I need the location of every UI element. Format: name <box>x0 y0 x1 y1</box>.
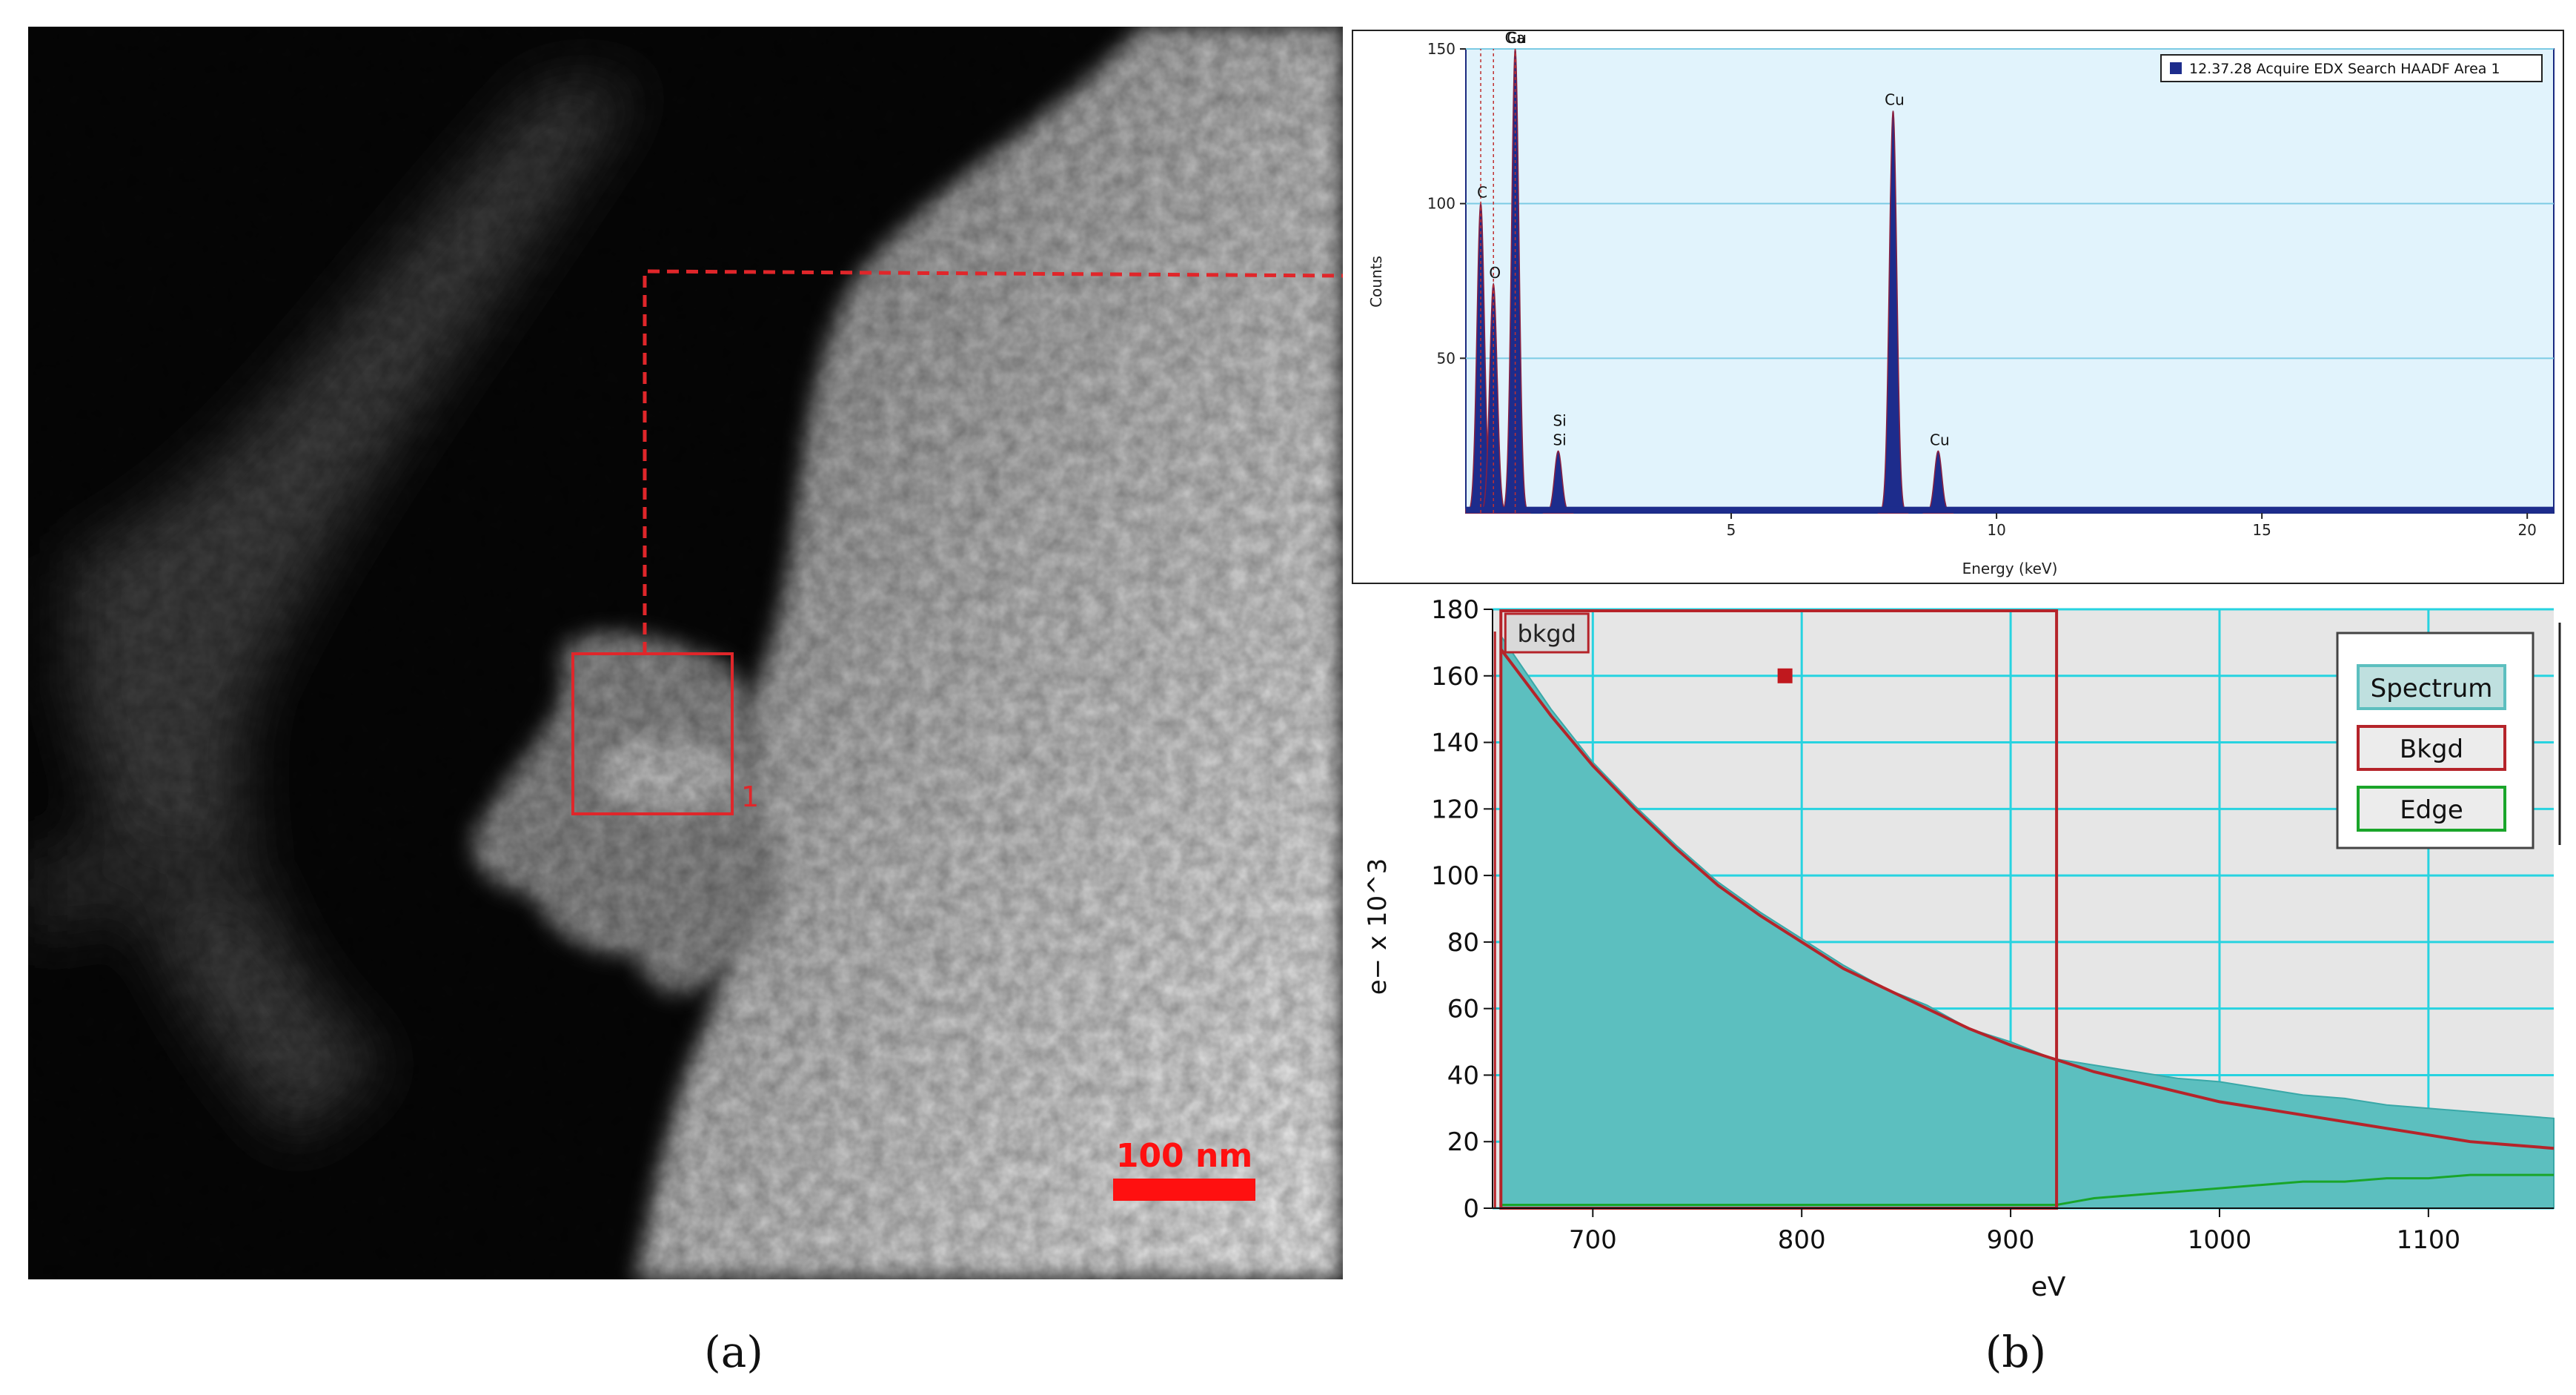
scale-bar-label: 100 nm <box>1116 1137 1252 1175</box>
eels-y-axis-label: e− x 10^3 <box>1363 858 1392 995</box>
edx-peak-label: Cu <box>1885 90 1905 108</box>
edx-baseline <box>1466 506 2554 513</box>
eels-y-tick-label: 60 <box>1447 995 1479 1024</box>
eels-x-tick-label: 900 <box>1987 1225 2035 1255</box>
eels-y-tick-label: 80 <box>1447 928 1479 958</box>
region-number-label: 1 <box>741 781 759 813</box>
eels-spectrum-chart: bkgd 0 20 40 60 80 100 120 140 160 180 700 800 900 1… <box>1363 595 2561 1302</box>
eels-x-tick-label: 1000 <box>2188 1225 2252 1255</box>
eels-bkgd-line <box>1499 648 2555 1150</box>
legend-spectrum-box[interactable] <box>2357 664 2506 710</box>
eels-edge-line <box>1501 1173 2554 1206</box>
eels-marker[interactable] <box>1777 668 1793 683</box>
legend-bkgd-box[interactable] <box>2357 725 2506 771</box>
edx-y-tick-label: 150 <box>1427 40 1455 58</box>
edx-x-tick-label: 20 <box>2517 521 2536 539</box>
eels-x-tick-label: 700 <box>1569 1225 1617 1255</box>
legend-edge-box[interactable] <box>2357 786 2506 832</box>
eels-legend: Spectrum Bkgd Edge <box>2336 632 2534 849</box>
edx-peak-label: Cu <box>1507 30 1527 47</box>
eels-y-tick-label: 20 <box>1447 1127 1479 1157</box>
legend-bkgd-label: Bkgd <box>2400 735 2463 764</box>
edx-peak-label: Si <box>1553 431 1566 449</box>
eels-y-tick-label: 40 <box>1447 1061 1479 1090</box>
edx-plot-area <box>1465 48 2555 514</box>
edx-peak-label: C <box>1477 184 1487 202</box>
edx-peak <box>1877 110 1909 514</box>
legend-edge-label: Edge <box>2400 795 2463 825</box>
edx-y-tick-label: 100 <box>1427 195 1455 213</box>
bkgd-window-tag <box>1504 612 1590 654</box>
caption-b: (b) <box>1985 1327 2047 1377</box>
zoom-link-dashed-line <box>643 269 1343 654</box>
eels-y-tick-label: 0 <box>1463 1194 1479 1224</box>
edx-peak-label: Ga <box>1505 30 1526 47</box>
edx-x-tick-label: 5 <box>1727 521 1736 539</box>
stem-haadf-image: 1 100 nm <box>28 27 1343 1279</box>
analysis-region-box <box>571 652 734 815</box>
edx-y-tick-label: 50 <box>1437 349 1455 367</box>
edx-y-axis-label: Counts <box>1367 256 1385 308</box>
edx-peak-label: Cu <box>1930 431 1950 449</box>
edx-legend: 12.37.28 Acquire EDX Search HAADF Area 1 <box>2160 54 2543 82</box>
edx-x-tick-label: 10 <box>1987 521 2005 539</box>
legend-spectrum-label: Spectrum <box>2371 674 2493 703</box>
eels-x-axis-label: eV <box>2031 1272 2066 1302</box>
caption-a: (a) <box>704 1327 763 1377</box>
edx-legend-entry: 12.37.28 Acquire EDX Search HAADF Area 1 <box>2189 61 2500 77</box>
eels-y-tick-label: 180 <box>1431 595 1479 625</box>
eels-y-tick-label: 140 <box>1431 729 1479 758</box>
eels-x-tick-label: 800 <box>1778 1225 1826 1255</box>
eels-y-tick-label: 120 <box>1431 795 1479 824</box>
edx-peak-label: O <box>1489 264 1501 282</box>
edx-peak-label: Si <box>1553 412 1566 430</box>
bkgd-window-label: bkgd <box>1518 620 1576 648</box>
edx-x-tick-label: 15 <box>2252 521 2271 539</box>
edx-legend-swatch <box>2170 62 2182 74</box>
scale-bar <box>1113 1179 1255 1201</box>
eels-y-tick-label: 100 <box>1431 861 1479 891</box>
eels-x-tick-label: 1100 <box>2397 1225 2461 1255</box>
eels-y-tick-label: 160 <box>1431 662 1479 692</box>
edx-x-axis-label: Energy (keV) <box>1962 560 2058 577</box>
